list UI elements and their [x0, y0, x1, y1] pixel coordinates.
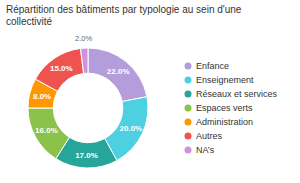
slice	[88, 48, 147, 101]
legend-marker	[185, 105, 192, 112]
legend-label: Enfance	[196, 61, 229, 71]
data-label: 8.0%	[33, 92, 51, 101]
legend-marker	[185, 77, 192, 84]
data-label: 22.0%	[107, 67, 130, 76]
title: Répartition des bâtiments par typologie …	[6, 4, 242, 27]
legend: Enfance Enseignement Réseaux et services Es…	[185, 61, 278, 155]
chart: Répartition des bâtiments par typologie …	[0, 0, 300, 183]
data-label: 15.0%	[50, 64, 73, 73]
slice	[28, 108, 69, 159]
legend-label: Autres	[196, 131, 223, 141]
legend-marker	[185, 133, 192, 140]
data-label: 2.0%	[75, 34, 92, 43]
data-label: 20.0%	[120, 124, 143, 133]
slice	[35, 48, 83, 91]
data-label: 17.0%	[75, 151, 98, 160]
legend-label: Espaces verts	[196, 103, 253, 113]
legend-label: Enseignement	[196, 75, 254, 85]
legend-marker	[185, 119, 192, 126]
legend-label: NA’s	[196, 145, 215, 155]
data-label: 16.0%	[35, 126, 58, 135]
slice	[80, 48, 88, 73]
chart-container: Répartition des bâtiments par typologie …	[0, 0, 300, 183]
slices	[28, 48, 148, 168]
legend-label: Administration	[196, 117, 253, 127]
legend-label: Réseaux et services	[196, 89, 278, 99]
background	[0, 0, 300, 183]
legend-marker	[185, 63, 192, 70]
data-labels: 22.0% 20.0% 17.0% 16.0% 8.0% 15.0% 2.0%	[33, 34, 142, 160]
legend-marker	[185, 91, 192, 98]
legend-marker	[185, 147, 192, 154]
